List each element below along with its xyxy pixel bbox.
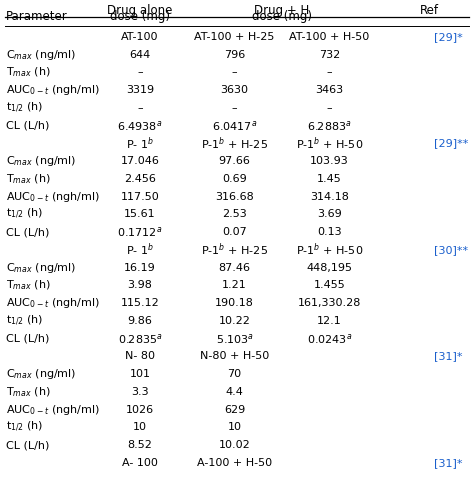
Text: 12.1: 12.1 <box>317 316 342 326</box>
Text: 1.455: 1.455 <box>314 280 345 290</box>
Text: 101: 101 <box>129 369 150 379</box>
Text: dose (mg): dose (mg) <box>110 10 170 23</box>
Text: P-1$^{b}$ + H-50: P-1$^{b}$ + H-50 <box>296 241 363 258</box>
Text: 316.68: 316.68 <box>215 192 254 202</box>
Text: [30]**: [30]** <box>434 245 468 255</box>
Text: CL (L/h): CL (L/h) <box>6 440 49 450</box>
Text: AUC$_{0-t}$ (ngh/ml): AUC$_{0-t}$ (ngh/ml) <box>6 402 100 416</box>
Text: Drug alone: Drug alone <box>107 4 173 17</box>
Text: 16.19: 16.19 <box>124 262 155 272</box>
Text: 796: 796 <box>224 50 245 60</box>
Text: [29]**: [29]** <box>434 139 468 148</box>
Text: –: – <box>232 67 237 77</box>
Text: N-80 + H-50: N-80 + H-50 <box>200 351 269 361</box>
Text: 10: 10 <box>228 422 242 432</box>
Text: T$_{max}$ (h): T$_{max}$ (h) <box>6 65 50 79</box>
Text: CL (L/h): CL (L/h) <box>6 227 49 237</box>
Text: 0.1712$^{a}$: 0.1712$^{a}$ <box>117 225 163 239</box>
Text: 0.69: 0.69 <box>222 174 247 184</box>
Text: 2.456: 2.456 <box>124 174 156 184</box>
Text: [29]*: [29]* <box>434 32 463 42</box>
Text: 117.50: 117.50 <box>120 192 159 202</box>
Text: 3463: 3463 <box>315 85 344 95</box>
Text: P-1$^{b}$ + H-25: P-1$^{b}$ + H-25 <box>201 135 268 152</box>
Text: [31]*: [31]* <box>434 351 462 361</box>
Text: CL (L/h): CL (L/h) <box>6 334 49 344</box>
Text: AT-100: AT-100 <box>121 32 159 42</box>
Text: AUC$_{0-t}$ (ngh/ml): AUC$_{0-t}$ (ngh/ml) <box>6 190 100 204</box>
Text: 103.93: 103.93 <box>310 156 349 166</box>
Text: 629: 629 <box>224 404 245 414</box>
Text: 644: 644 <box>129 50 150 60</box>
Text: t$_{1/2}$ (h): t$_{1/2}$ (h) <box>6 420 43 435</box>
Text: 70: 70 <box>228 369 242 379</box>
Text: P- 1$^{b}$: P- 1$^{b}$ <box>126 135 154 152</box>
Text: 448,195: 448,195 <box>306 262 353 272</box>
Text: AT-100 + H-50: AT-100 + H-50 <box>289 32 370 42</box>
Text: 1.21: 1.21 <box>222 280 247 290</box>
Text: C$_{max}$ (ng/ml): C$_{max}$ (ng/ml) <box>6 367 76 381</box>
Text: –: – <box>327 67 332 77</box>
Text: 97.66: 97.66 <box>219 156 251 166</box>
Text: C$_{max}$ (ng/ml): C$_{max}$ (ng/ml) <box>6 261 76 274</box>
Text: AT-100 + H-25: AT-100 + H-25 <box>194 32 275 42</box>
Text: 161,330.28: 161,330.28 <box>298 298 361 308</box>
Text: Parameter: Parameter <box>6 10 67 23</box>
Text: AUC$_{0-t}$ (ngh/ml): AUC$_{0-t}$ (ngh/ml) <box>6 296 100 310</box>
Text: 10.22: 10.22 <box>219 316 251 326</box>
Text: 2.53: 2.53 <box>222 209 247 219</box>
Text: Ref: Ref <box>419 3 438 17</box>
Text: –: – <box>327 103 332 113</box>
Text: dose (mg): dose (mg) <box>252 10 312 23</box>
Text: 3.69: 3.69 <box>317 209 342 219</box>
Text: 3.98: 3.98 <box>128 280 152 290</box>
Text: 87.46: 87.46 <box>219 262 251 272</box>
Text: t$_{1/2}$ (h): t$_{1/2}$ (h) <box>6 207 43 221</box>
Text: 0.13: 0.13 <box>317 227 342 237</box>
Text: 17.046: 17.046 <box>120 156 159 166</box>
Text: 190.18: 190.18 <box>215 298 254 308</box>
Text: P-1$^{b}$ + H-25: P-1$^{b}$ + H-25 <box>201 241 268 258</box>
Text: 10.02: 10.02 <box>219 440 250 450</box>
Text: 1026: 1026 <box>126 404 154 414</box>
Text: N- 80: N- 80 <box>125 351 155 361</box>
Text: 10: 10 <box>133 422 147 432</box>
Text: –: – <box>137 67 143 77</box>
Text: 0.07: 0.07 <box>222 227 247 237</box>
Text: 6.0417$^{a}$: 6.0417$^{a}$ <box>212 119 257 133</box>
Text: C$_{max}$ (ng/ml): C$_{max}$ (ng/ml) <box>6 48 76 62</box>
Text: T$_{max}$ (h): T$_{max}$ (h) <box>6 385 50 399</box>
Text: C$_{max}$ (ng/ml): C$_{max}$ (ng/ml) <box>6 154 76 168</box>
Text: –: – <box>232 103 237 113</box>
Text: 8.52: 8.52 <box>128 440 152 450</box>
Text: t$_{1/2}$ (h): t$_{1/2}$ (h) <box>6 101 43 115</box>
Text: 4.4: 4.4 <box>226 387 244 397</box>
Text: 0.0243$^{a}$: 0.0243$^{a}$ <box>307 332 352 346</box>
Text: 3319: 3319 <box>126 85 154 95</box>
Text: CL (L/h): CL (L/h) <box>6 120 49 130</box>
Text: 0.2835$^{a}$: 0.2835$^{a}$ <box>118 332 162 346</box>
Text: 314.18: 314.18 <box>310 192 349 202</box>
Text: 9.86: 9.86 <box>128 316 152 326</box>
Text: A-100 + H-50: A-100 + H-50 <box>197 458 272 468</box>
Text: 6.4938$^{a}$: 6.4938$^{a}$ <box>117 119 163 133</box>
Text: 5.103$^{a}$: 5.103$^{a}$ <box>216 332 254 346</box>
Text: 3630: 3630 <box>220 85 249 95</box>
Text: t$_{1/2}$ (h): t$_{1/2}$ (h) <box>6 314 43 328</box>
Text: –: – <box>137 103 143 113</box>
Text: 3.3: 3.3 <box>131 387 149 397</box>
Text: Drug + H: Drug + H <box>255 4 310 17</box>
Text: 115.12: 115.12 <box>120 298 159 308</box>
Text: 15.61: 15.61 <box>124 209 155 219</box>
Text: [31]*: [31]* <box>434 458 462 468</box>
Text: 6.2883$^{a}$: 6.2883$^{a}$ <box>307 119 352 133</box>
Text: A- 100: A- 100 <box>122 458 158 468</box>
Text: P-1$^{b}$ + H-50: P-1$^{b}$ + H-50 <box>296 135 363 152</box>
Text: T$_{max}$ (h): T$_{max}$ (h) <box>6 279 50 292</box>
Text: T$_{max}$ (h): T$_{max}$ (h) <box>6 172 50 185</box>
Text: AUC$_{0-t}$ (ngh/ml): AUC$_{0-t}$ (ngh/ml) <box>6 83 100 97</box>
Text: 1.45: 1.45 <box>317 174 342 184</box>
Text: 732: 732 <box>319 50 340 60</box>
Text: P- 1$^{b}$: P- 1$^{b}$ <box>126 241 154 258</box>
